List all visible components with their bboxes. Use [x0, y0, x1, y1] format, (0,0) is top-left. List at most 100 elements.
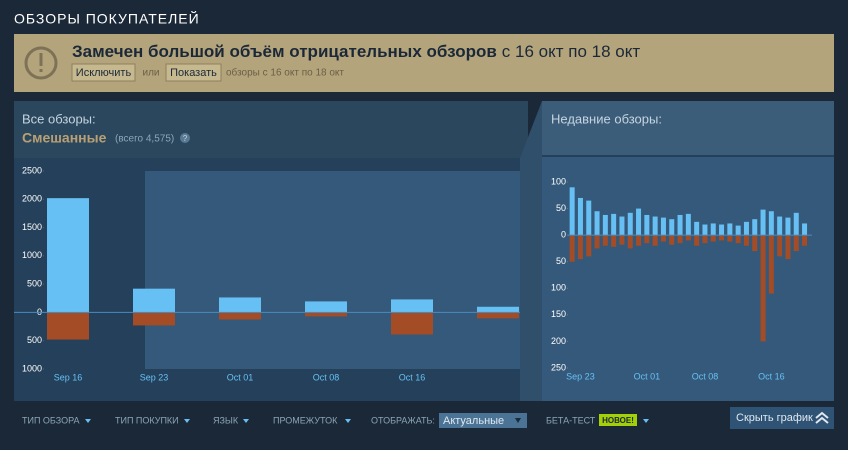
y-tick-label: 50: [556, 256, 566, 266]
bar: [569, 235, 575, 262]
banner-range: с 16 окт по 18 окт: [502, 42, 641, 61]
collapse-icon: [815, 411, 829, 419]
banner-note: обзоры с 16 окт по 18 окт: [226, 67, 344, 79]
show-button[interactable]: [165, 63, 222, 82]
x-tick-label: Oct 16: [399, 372, 426, 382]
help-icon[interactable]: [180, 133, 190, 143]
new-badge: [599, 414, 637, 426]
bar: [710, 223, 716, 236]
bar: [133, 288, 175, 313]
bar: [577, 197, 583, 236]
x-tick-label: Oct 01: [227, 372, 254, 382]
filter-review-type[interactable]: ТИП ОБЗОРА: [22, 415, 79, 425]
y-tick-label: 50: [556, 203, 566, 213]
bar: [802, 235, 808, 246]
y-tick-label: 100: [551, 283, 566, 293]
bar: [727, 223, 733, 236]
filter-language[interactable]: ЯЗЫК: [213, 415, 239, 425]
bar: [760, 235, 766, 342]
hide-graph-button[interactable]: [730, 407, 834, 429]
bar: [785, 217, 791, 236]
filter-purchase-type[interactable]: ТИП ПОКУПКИ: [115, 415, 179, 425]
all-reviews-title: Все обзоры:: [22, 111, 96, 126]
bar: [577, 235, 583, 260]
y-tick-label: 500: [27, 335, 42, 345]
x-tick-label: Oct 08: [313, 372, 340, 382]
bar: [219, 297, 261, 313]
y-tick-label: 100: [551, 176, 566, 186]
bar: [669, 235, 675, 245]
bar: [735, 225, 741, 236]
bar: [619, 235, 625, 245]
y-tick-label: 2000: [22, 194, 42, 204]
bar: [619, 216, 625, 236]
recent-range-highlight: [145, 171, 520, 369]
recent-reviews-title: Недавние обзоры:: [551, 111, 662, 126]
y-tick-label: 150: [551, 309, 566, 319]
bar: [594, 235, 600, 249]
y-tick-label: 1500: [22, 222, 42, 232]
bar: [133, 312, 175, 326]
filter-period[interactable]: ПРОМЕЖУТОК: [273, 415, 338, 425]
bar: [743, 235, 749, 246]
bar: [719, 224, 725, 236]
warning-banner: [14, 34, 834, 92]
hide-graph-label[interactable]: Скрыть график: [736, 412, 813, 424]
dropdown-arrow: [345, 419, 351, 423]
x-tick-label: Sep 23: [566, 371, 595, 381]
bar: [702, 235, 708, 244]
bar: [702, 224, 708, 236]
display-value[interactable]: Актуальные: [443, 415, 504, 427]
bar: [305, 301, 347, 313]
bar: [636, 235, 642, 246]
dropdown-arrow: [85, 419, 91, 423]
bar: [768, 211, 774, 236]
bar: [569, 187, 575, 236]
bar: [627, 212, 633, 236]
bar: [47, 312, 89, 340]
banner-headline: Замечен большой объём отрицательных обзо…: [72, 42, 497, 61]
bar: [477, 312, 519, 319]
bar: [710, 235, 716, 242]
bar: [586, 235, 592, 257]
bar: [477, 306, 519, 313]
filter-beta[interactable]: БЕТА-ТЕСТ: [546, 415, 596, 425]
x-tick-label: Oct 16: [758, 371, 785, 381]
bar: [685, 213, 691, 236]
bar: [627, 235, 633, 249]
bar: [47, 198, 89, 313]
y-tick-label: 1000: [22, 363, 42, 373]
bar: [644, 214, 650, 236]
bar: [719, 235, 725, 241]
new-badge-label: НОВОЕ!: [602, 416, 634, 425]
show-button-label[interactable]: Показать: [170, 67, 217, 79]
bar: [760, 209, 766, 236]
y-tick-label: 1000: [22, 250, 42, 260]
or-text: или: [142, 68, 159, 79]
y-tick-label: 2500: [22, 165, 42, 175]
bar: [802, 223, 808, 236]
bar: [660, 217, 666, 236]
bar: [652, 235, 658, 246]
bar: [677, 235, 683, 244]
bar: [602, 235, 608, 246]
zoom-connector: [520, 101, 542, 401]
y-tick-label: 0: [561, 230, 566, 240]
bar: [793, 212, 799, 236]
bar: [219, 312, 261, 320]
bar: [727, 235, 733, 242]
warning-icon: [24, 46, 58, 80]
bar: [644, 235, 650, 244]
collapse-icon: [815, 416, 829, 424]
bar: [768, 235, 774, 294]
display-select[interactable]: [439, 413, 527, 428]
exclude-button[interactable]: [71, 63, 136, 82]
warning-icon: [39, 69, 43, 72]
exclude-button-label[interactable]: Исключить: [76, 67, 132, 79]
bar: [586, 200, 592, 236]
recent-chart-area: [542, 156, 834, 401]
bar: [636, 208, 642, 236]
help-icon-label[interactable]: ?: [183, 134, 188, 143]
bar: [777, 235, 783, 257]
